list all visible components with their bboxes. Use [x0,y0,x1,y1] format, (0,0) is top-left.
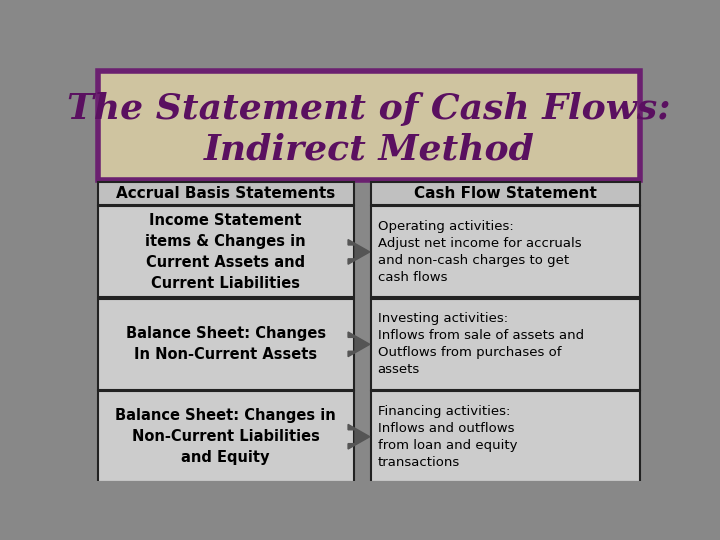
FancyBboxPatch shape [372,182,640,205]
Text: Balance Sheet: Changes in
Non-Current Liabilities
and Equity: Balance Sheet: Changes in Non-Current Li… [115,408,336,465]
Text: Income Statement
items & Changes in
Current Assets and
Current Liabilities: Income Statement items & Changes in Curr… [145,213,306,291]
FancyBboxPatch shape [98,392,354,482]
Text: Cash Flow Statement: Cash Flow Statement [414,186,597,201]
FancyBboxPatch shape [372,299,640,390]
FancyBboxPatch shape [372,206,640,298]
Text: Balance Sheet: Changes
In Non-Current Assets: Balance Sheet: Changes In Non-Current As… [125,326,325,362]
FancyBboxPatch shape [98,299,354,390]
Polygon shape [348,424,370,449]
Text: Investing activities:
Inflows from sale of assets and
Outflows from purchases of: Investing activities: Inflows from sale … [377,312,584,376]
FancyBboxPatch shape [98,206,354,298]
FancyBboxPatch shape [372,392,640,482]
Text: Financing activities:
Inflows and outflows
from loan and equity
transactions: Financing activities: Inflows and outflo… [377,404,517,469]
FancyBboxPatch shape [98,182,354,205]
FancyBboxPatch shape [98,71,640,180]
Text: Indirect Method: Indirect Method [204,133,534,167]
Polygon shape [348,240,370,264]
Text: The Statement of Cash Flows:: The Statement of Cash Flows: [67,92,671,126]
Text: Operating activities:
Adjust net income for accruals
and non-cash charges to get: Operating activities: Adjust net income … [377,220,581,284]
Polygon shape [348,332,370,356]
Text: Accrual Basis Statements: Accrual Basis Statements [116,186,336,201]
